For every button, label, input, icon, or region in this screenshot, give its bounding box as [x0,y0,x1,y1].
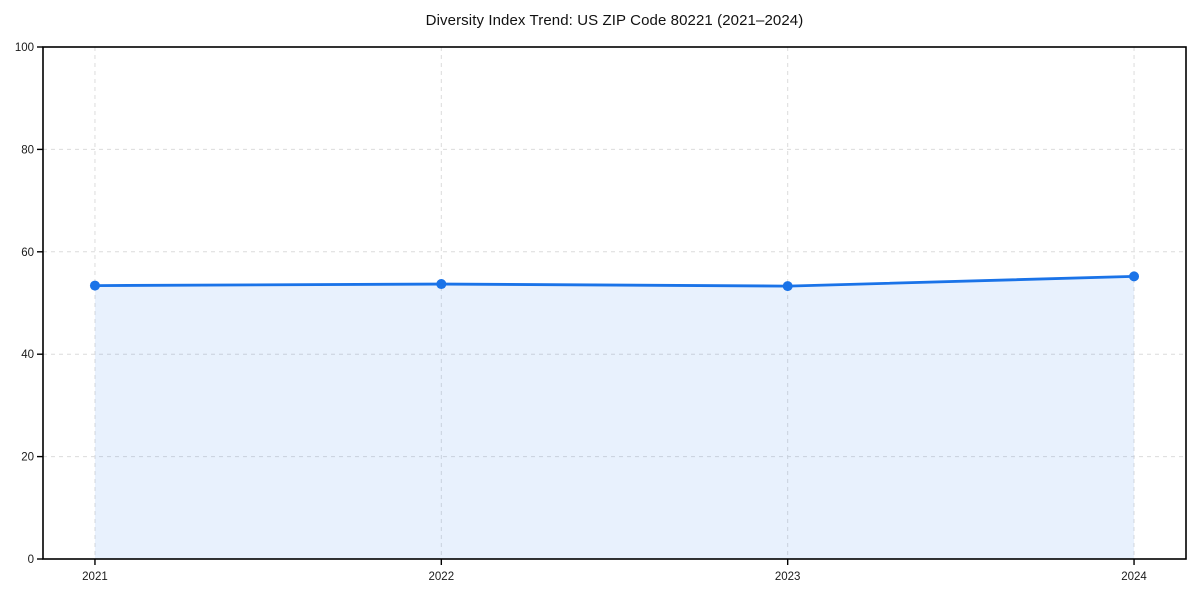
area-fill [94,276,1135,559]
x-tick-label: 2023 [775,571,801,583]
data-point-2024 [1129,271,1140,282]
y-tick-label: 80 [21,144,34,156]
x-tick-label: 2021 [82,571,108,583]
y-tick-label: 20 [21,452,34,464]
x-tick-label: 2022 [429,571,455,583]
chart-title: Diversity Index Trend: US ZIP Code 80221… [425,12,804,29]
y-tick-label: 40 [21,349,34,361]
trend-line [93,274,1136,288]
data-point-2023 [782,281,793,292]
y-tick-label: 100 [15,42,34,54]
plot-background [43,47,1186,559]
plot-border [42,46,1187,560]
x-tick-label: 2024 [1121,571,1147,583]
data-point-2022 [436,279,447,290]
data-point-2021 [89,280,100,291]
y-tick-label: 0 [28,554,34,566]
y-tick-label: 60 [21,247,34,259]
